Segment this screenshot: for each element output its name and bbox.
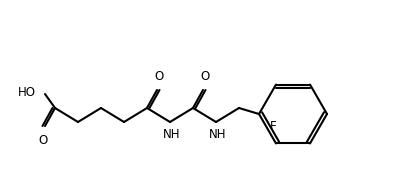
Text: O: O [154,70,164,83]
Text: HO: HO [18,85,36,98]
Text: O: O [200,70,210,83]
Text: NH: NH [163,128,181,141]
Text: O: O [38,134,48,147]
Text: F: F [270,120,276,133]
Text: NH: NH [209,128,227,141]
